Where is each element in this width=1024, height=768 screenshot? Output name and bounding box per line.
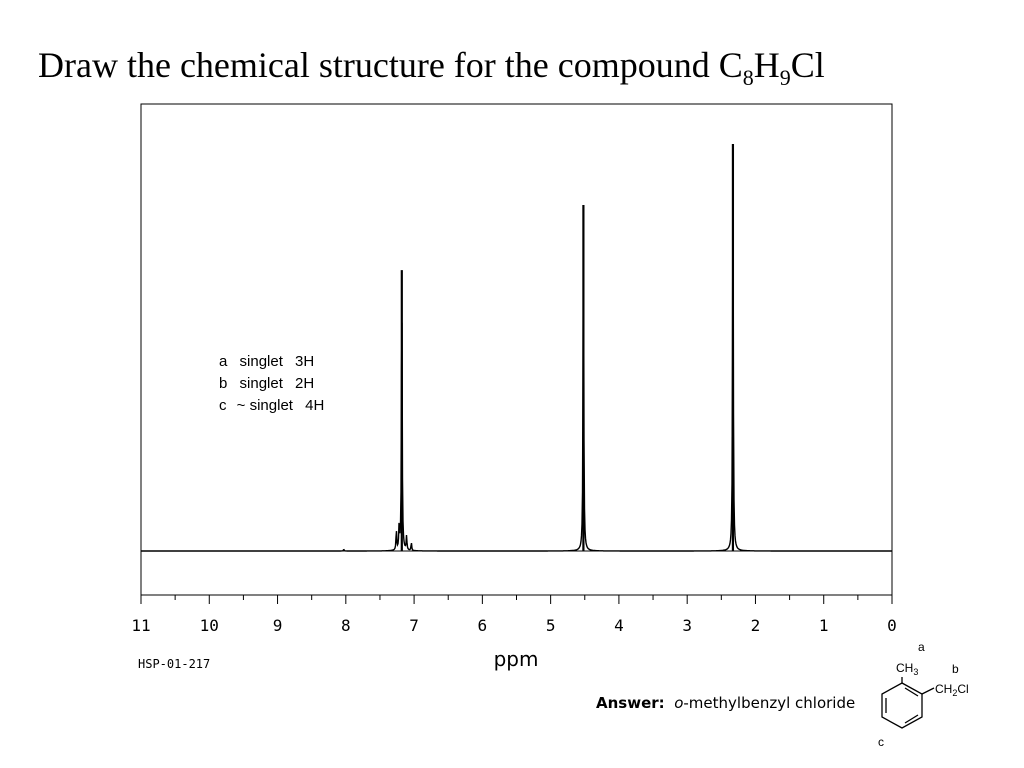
tick-label: 10 xyxy=(200,616,219,635)
peak-assignment-legend: a singlet 3H b singlet 2H c ~ singlet 4H xyxy=(219,353,324,414)
x-axis-ticks xyxy=(140,595,893,604)
tick-label: 11 xyxy=(131,616,150,635)
benzene-ring xyxy=(881,677,935,729)
x-axis-tick-labels: 11 10 9 8 7 6 5 4 3 2 1 0 xyxy=(131,616,896,635)
page-title: Draw the chemical structure for the comp… xyxy=(38,45,825,91)
tick-label: 6 xyxy=(478,616,488,635)
chloromethyl-group: CH2Cl xyxy=(935,682,969,698)
assignment-a: a singlet 3H xyxy=(219,353,314,370)
x-axis-label: ppm xyxy=(494,647,539,671)
label-b: b xyxy=(952,662,959,676)
tick-label: 9 xyxy=(273,616,283,635)
tick-label: 2 xyxy=(751,616,761,635)
tick-label: 3 xyxy=(682,616,692,635)
tick-label: 4 xyxy=(614,616,624,635)
spectrum-code: HSP-01-217 xyxy=(138,657,210,671)
tick-label: 0 xyxy=(887,616,897,635)
label-a: a xyxy=(918,640,925,654)
answer-text: Answer: o-methylbenzyl chloride xyxy=(596,694,856,712)
tick-label: 8 xyxy=(341,616,351,635)
tick-label: 1 xyxy=(819,616,829,635)
label-c: c xyxy=(878,735,884,749)
peak-marks xyxy=(400,144,735,551)
assignment-b: b singlet 2H xyxy=(219,375,314,392)
assignment-c: c ~ singlet 4H xyxy=(219,397,324,414)
methyl-group: CH3 xyxy=(896,661,918,677)
tick-label: 7 xyxy=(409,616,419,635)
tick-label: 5 xyxy=(546,616,556,635)
spectrum-trace xyxy=(141,157,892,552)
